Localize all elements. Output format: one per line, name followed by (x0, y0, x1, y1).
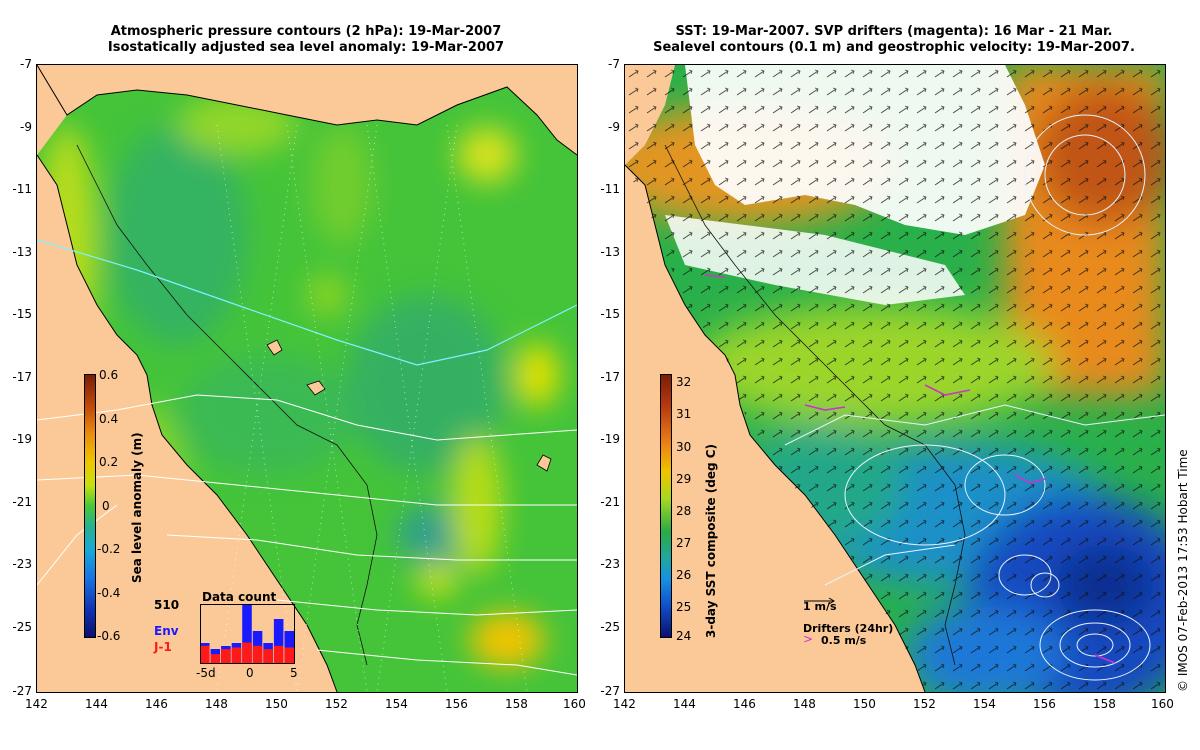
sst-colorbar-tick: 31 (676, 407, 692, 421)
sea-level-colorbar-label: Sea level anomaly (m) (130, 432, 144, 583)
credit-text: © IMOS 07-Feb-2013 17:53 Hobart Time (1176, 449, 1190, 692)
j1-bar (273, 645, 284, 664)
drifters-speed-label: 0.5 m/s (821, 634, 867, 647)
right-x-tick: 146 (733, 697, 756, 711)
j1-bar (221, 649, 231, 664)
right-y-tick: -9 (608, 120, 620, 134)
right-x-tick: 144 (673, 697, 696, 711)
sea-level-colorbar-tick: 0.4 (99, 412, 119, 426)
right-x-tick: 156 (1033, 697, 1056, 711)
left-y-tick: -27 (12, 684, 32, 698)
right-title-line2: Sealevel contours (0.1 m) and geostrophi… (653, 40, 1135, 55)
sea-level-colorbar-tick: 0 (102, 499, 110, 513)
left-map (36, 64, 578, 693)
left-x-tick: 154 (385, 697, 408, 711)
left-y-tick: -15 (12, 307, 32, 321)
left-title-line2: Isostatically adjusted sea level anomaly… (107, 40, 505, 55)
sst-colorbar-label: 3-day SST composite (deg C) (704, 443, 718, 638)
left-y-tick: -21 (12, 495, 32, 509)
left-y-tick: -23 (12, 557, 32, 571)
sea-level-colorbar-tick: -0.6 (97, 629, 121, 643)
left-y-tick: -25 (12, 620, 32, 634)
env-bar (273, 619, 284, 664)
left-title-line1: Atmospheric pressure contours (2 hPa): 1… (110, 24, 502, 39)
data-count-value: 510 (154, 598, 180, 612)
left-y-tick: -19 (12, 432, 32, 446)
j1-bar (284, 647, 294, 664)
sea-level-colorbar-tick: 0.6 (99, 368, 119, 382)
j1-bar (210, 654, 221, 664)
right-y-tick: -11 (600, 182, 620, 196)
velocity-scale-label: 1 m/s (803, 600, 837, 613)
right-map (624, 64, 1166, 693)
left-y-tick: -11 (12, 182, 32, 196)
j1-bar (200, 645, 210, 664)
right-y-tick: -23 (600, 557, 620, 571)
sst-colorbar-tick: 27 (676, 536, 692, 550)
right-x-tick: 148 (793, 697, 816, 711)
sst-colorbar-tick: 30 (676, 440, 692, 454)
left-x-tick: 156 (445, 697, 468, 711)
left-x-tick: 160 (563, 697, 586, 711)
right-y-tick: -27 (600, 684, 620, 698)
inset-x-label: -5d (196, 666, 216, 680)
left-y-tick: -17 (12, 370, 32, 384)
left-x-tick: 150 (265, 697, 288, 711)
sst-colorbar (660, 374, 672, 638)
data-count-title: Data count (202, 590, 277, 604)
left-y-tick: -9 (20, 120, 32, 134)
left-x-tick: 152 (325, 697, 348, 711)
j1-bar (263, 649, 273, 664)
inset-x-label: 0 (246, 666, 254, 680)
right-y-tick: -21 (600, 495, 620, 509)
left-x-tick: 142 (25, 697, 48, 711)
right-x-tick: 150 (853, 697, 876, 711)
left-x-tick: 158 (505, 697, 528, 711)
right-y-tick: -15 (600, 307, 620, 321)
sst-colorbar-tick: 29 (676, 472, 692, 486)
right-y-tick: -13 (600, 245, 620, 259)
left-y-tick: -13 (12, 245, 32, 259)
sst-colorbar-tick: 25 (676, 600, 692, 614)
left-y-tick: -7 (20, 57, 32, 71)
right-title-line1: SST: 19-Mar-2007. SVP drifters (magenta)… (675, 24, 1113, 39)
right-x-tick: 160 (1151, 697, 1174, 711)
sea-level-colorbar-tick: -0.2 (97, 542, 121, 556)
sea-level-colorbar-tick: 0.2 (99, 455, 119, 469)
sst-colorbar-tick: 24 (676, 629, 692, 643)
j1-bar (242, 642, 252, 664)
data-count-inset: 510 Data count Env J-1 -5d 0 5 (150, 590, 310, 690)
drifters-legend-title: Drifters (24hr) (803, 622, 894, 635)
j1-bar (231, 647, 242, 664)
env-bar (242, 604, 252, 664)
sea-level-colorbar (84, 374, 96, 638)
left-x-tick: 144 (85, 697, 108, 711)
legend-j1: J-1 (154, 640, 172, 654)
right-y-tick: -17 (600, 370, 620, 384)
left-x-tick: 146 (145, 697, 168, 711)
right-x-tick: 158 (1093, 697, 1116, 711)
velocity-scale-arrow (804, 597, 835, 605)
drifter-arrow-icon: > (803, 632, 814, 646)
sst-colorbar-tick: 28 (676, 504, 692, 518)
right-y-tick: -19 (600, 432, 620, 446)
right-x-tick: 142 (613, 697, 636, 711)
right-x-tick: 154 (973, 697, 996, 711)
right-x-tick: 152 (913, 697, 936, 711)
inset-x-label: 5 (290, 666, 298, 680)
right-y-tick: -7 (608, 57, 620, 71)
sst-colorbar-tick: 32 (676, 375, 692, 389)
sea-level-colorbar-tick: -0.4 (97, 586, 121, 600)
right-y-tick: -25 (600, 620, 620, 634)
j1-bar (252, 645, 263, 664)
legend-env: Env (154, 624, 179, 638)
data-count-histogram (200, 604, 295, 664)
sst-colorbar-tick: 26 (676, 568, 692, 582)
left-x-tick: 148 (205, 697, 228, 711)
